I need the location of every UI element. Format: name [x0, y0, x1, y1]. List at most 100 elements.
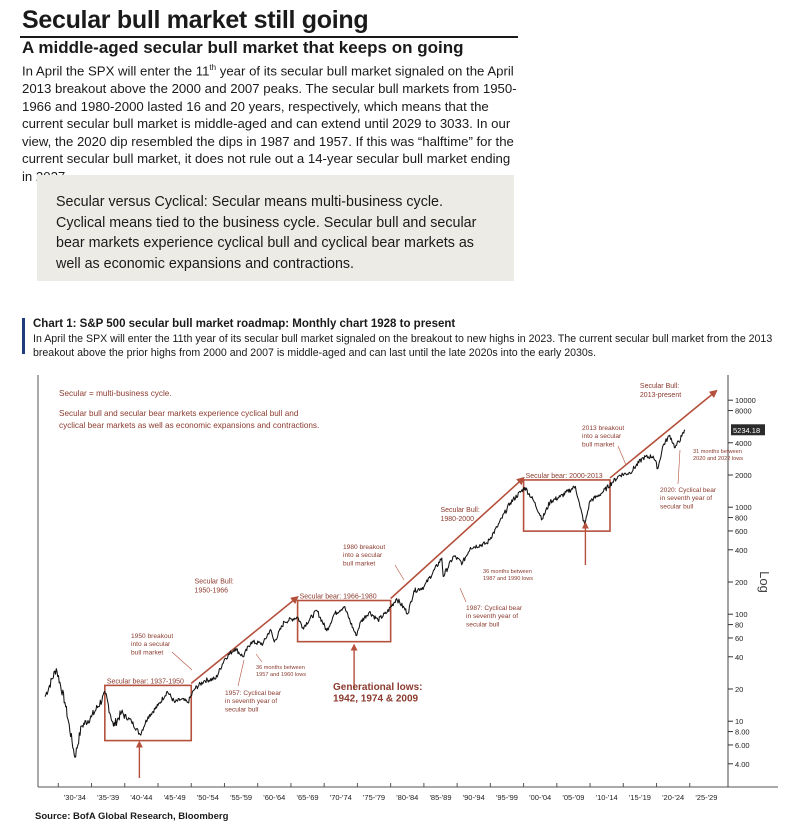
x-tick-label: '20-'24	[662, 793, 684, 802]
secular-bull-arrow	[390, 476, 525, 600]
secular-bear-label: Secular bear: 2000-2013	[526, 473, 603, 480]
breakout-1950-note: 1950 breakout	[131, 633, 173, 640]
body-text-rest: year of its secular bull market signaled…	[22, 63, 517, 184]
x-tick-label: '45-'49	[164, 793, 186, 802]
chart-title: Chart 1: S&P 500 secular bull market roa…	[33, 318, 456, 330]
headline: Secular bull market still going	[22, 6, 369, 34]
secular-bull-arrow	[609, 389, 718, 479]
annotation-leader	[677, 449, 681, 485]
secular-bear-label: Secular bear: 1937-1950	[107, 678, 184, 685]
y-tick-label: 10000	[735, 396, 756, 405]
secular-bull-label: Secular Bull:	[441, 507, 480, 514]
x-tick-label: '25-'29	[695, 793, 717, 802]
y-tick-label: 6.00	[735, 741, 750, 750]
x-tick-label: '90-'94	[463, 793, 485, 802]
breakout-1950-note: bull market	[131, 649, 163, 656]
y-axis-label: Log	[757, 571, 772, 593]
annotation-leader	[459, 587, 467, 603]
chart-description: In April the SPX will enter the 11th yea…	[33, 333, 773, 359]
y-tick-label: 8.00	[735, 728, 750, 737]
secular-bear-box	[522, 479, 611, 532]
secular-bull-years: 1950-1966	[195, 587, 229, 594]
secular-bear-box	[104, 684, 193, 742]
y-tick-label: 1000	[735, 503, 752, 512]
x-tick-label: '15-'19	[629, 793, 651, 802]
x-tick-label: '80-'84	[396, 793, 418, 802]
x-tick-label: '75-'79	[363, 793, 385, 802]
secular-bull-label: Secular Bull:	[195, 578, 234, 585]
cyclical-bear-2020-note: 2020: Cyclical bear	[660, 487, 717, 494]
annotation-leader	[237, 659, 245, 687]
months-2020-note: 31 months between	[693, 449, 742, 455]
subheadline: A middle-aged secular bull market that k…	[22, 38, 464, 57]
chart-header-bar	[22, 318, 25, 354]
breakout-1950-note: into a secular	[131, 641, 171, 648]
breakout-1980-note: bull market	[343, 560, 375, 567]
secular-bear-label: Secular bear: 1966-1980	[300, 594, 377, 601]
generational-lows-note: Generational lows:	[333, 682, 422, 693]
months-1957-note: 36 months between	[256, 665, 305, 671]
y-tick-label: 4.00	[735, 760, 750, 769]
secular-bull-arrow	[190, 595, 299, 685]
legend-secular-definition: Secular = multi-business cycle.	[59, 389, 172, 398]
breakout-1980-note: into a secular	[343, 552, 383, 559]
cyclical-bear-1957-note: 1957: Cyclical bear	[225, 690, 282, 697]
annotation-leader	[255, 653, 263, 663]
secular-bear-box	[296, 599, 392, 643]
y-tick-label: 4000	[735, 439, 752, 448]
x-tick-label: '05-'09	[562, 793, 584, 802]
y-tick-label: 60	[735, 634, 743, 643]
y-tick-label: 100	[735, 610, 748, 619]
breakout-2013-note: 2013 breakout	[582, 425, 624, 432]
months-2020-note: 2020 and 2022 lows	[693, 456, 743, 462]
x-tick-label: '35-'39	[97, 793, 119, 802]
x-tick-label: '70-'74	[330, 793, 352, 802]
y-tick-label: 10	[735, 717, 743, 726]
legend-note-line1: Secular bull and secular bear markets ex…	[59, 409, 299, 418]
y-tick-label: 2000	[735, 471, 752, 480]
annotation-leader	[171, 651, 193, 671]
source-note: Source: BofA Global Research, Bloomberg	[35, 811, 229, 822]
y-tick-label: 8000	[735, 407, 752, 416]
y-tick-label: 40	[735, 653, 743, 662]
headline-rule	[20, 36, 518, 38]
last-price-label: 5234.18	[733, 426, 760, 435]
y-tick-label: 20	[735, 685, 743, 694]
breakout-2013-note: into a secular	[582, 433, 622, 440]
y-tick-label: 600	[735, 527, 748, 536]
cyclical-bear-1987-note: in seventh year of	[466, 613, 518, 620]
x-tick-label: '00-'04	[529, 793, 551, 802]
x-tick-label: '10-'14	[596, 793, 618, 802]
x-tick-label: '30-'34	[64, 793, 86, 802]
last-price-badge	[731, 424, 765, 436]
x-tick-label: '85-'89	[429, 793, 451, 802]
body-text-start: In April the SPX will enter the 11	[22, 63, 210, 79]
y-tick-label: 80	[735, 621, 743, 630]
legend-note-line2: cyclical bear markets as well as economi…	[59, 421, 319, 430]
x-tick-label: '60-'64	[263, 793, 285, 802]
x-tick-label: '55-'59	[230, 793, 252, 802]
cyclical-bear-1987-note: 1987: Cyclical bear	[466, 605, 523, 612]
months-1987-note: 36 months between	[483, 569, 532, 575]
cyclical-bear-2020-note: secular bull	[660, 503, 694, 510]
y-tick-label: 800	[735, 514, 748, 523]
breakout-2013-note: bull market	[582, 441, 614, 448]
months-1957-note: 1957 and 1960 lows	[256, 672, 306, 678]
months-1987-note: 1987 and 1990 lows	[483, 576, 533, 582]
annotation-leader	[617, 445, 627, 466]
cyclical-bear-2020-note: in seventh year of	[660, 495, 712, 502]
generational-lows-note: 1942, 1974 & 2009	[333, 694, 419, 705]
x-tick-label: '50-'54	[197, 793, 219, 802]
secular-bull-years: 2013-present	[640, 392, 681, 399]
callout-box: Secular versus Cyclical: Secular means m…	[37, 175, 514, 281]
body-text-superscript: th	[209, 63, 217, 72]
y-tick-label: 400	[735, 546, 748, 555]
cyclical-bear-1957-note: secular bull	[225, 706, 259, 713]
y-tick-label: 200	[735, 578, 748, 587]
secular-bull-years: 1980-2000	[441, 516, 475, 523]
x-tick-label: '95-'99	[496, 793, 518, 802]
secular-bull-label: Secular Bull:	[640, 383, 679, 390]
breakout-1980-note: 1980 breakout	[343, 544, 385, 551]
body-paragraph: In April the SPX will enter the 11th yea…	[22, 59, 522, 186]
